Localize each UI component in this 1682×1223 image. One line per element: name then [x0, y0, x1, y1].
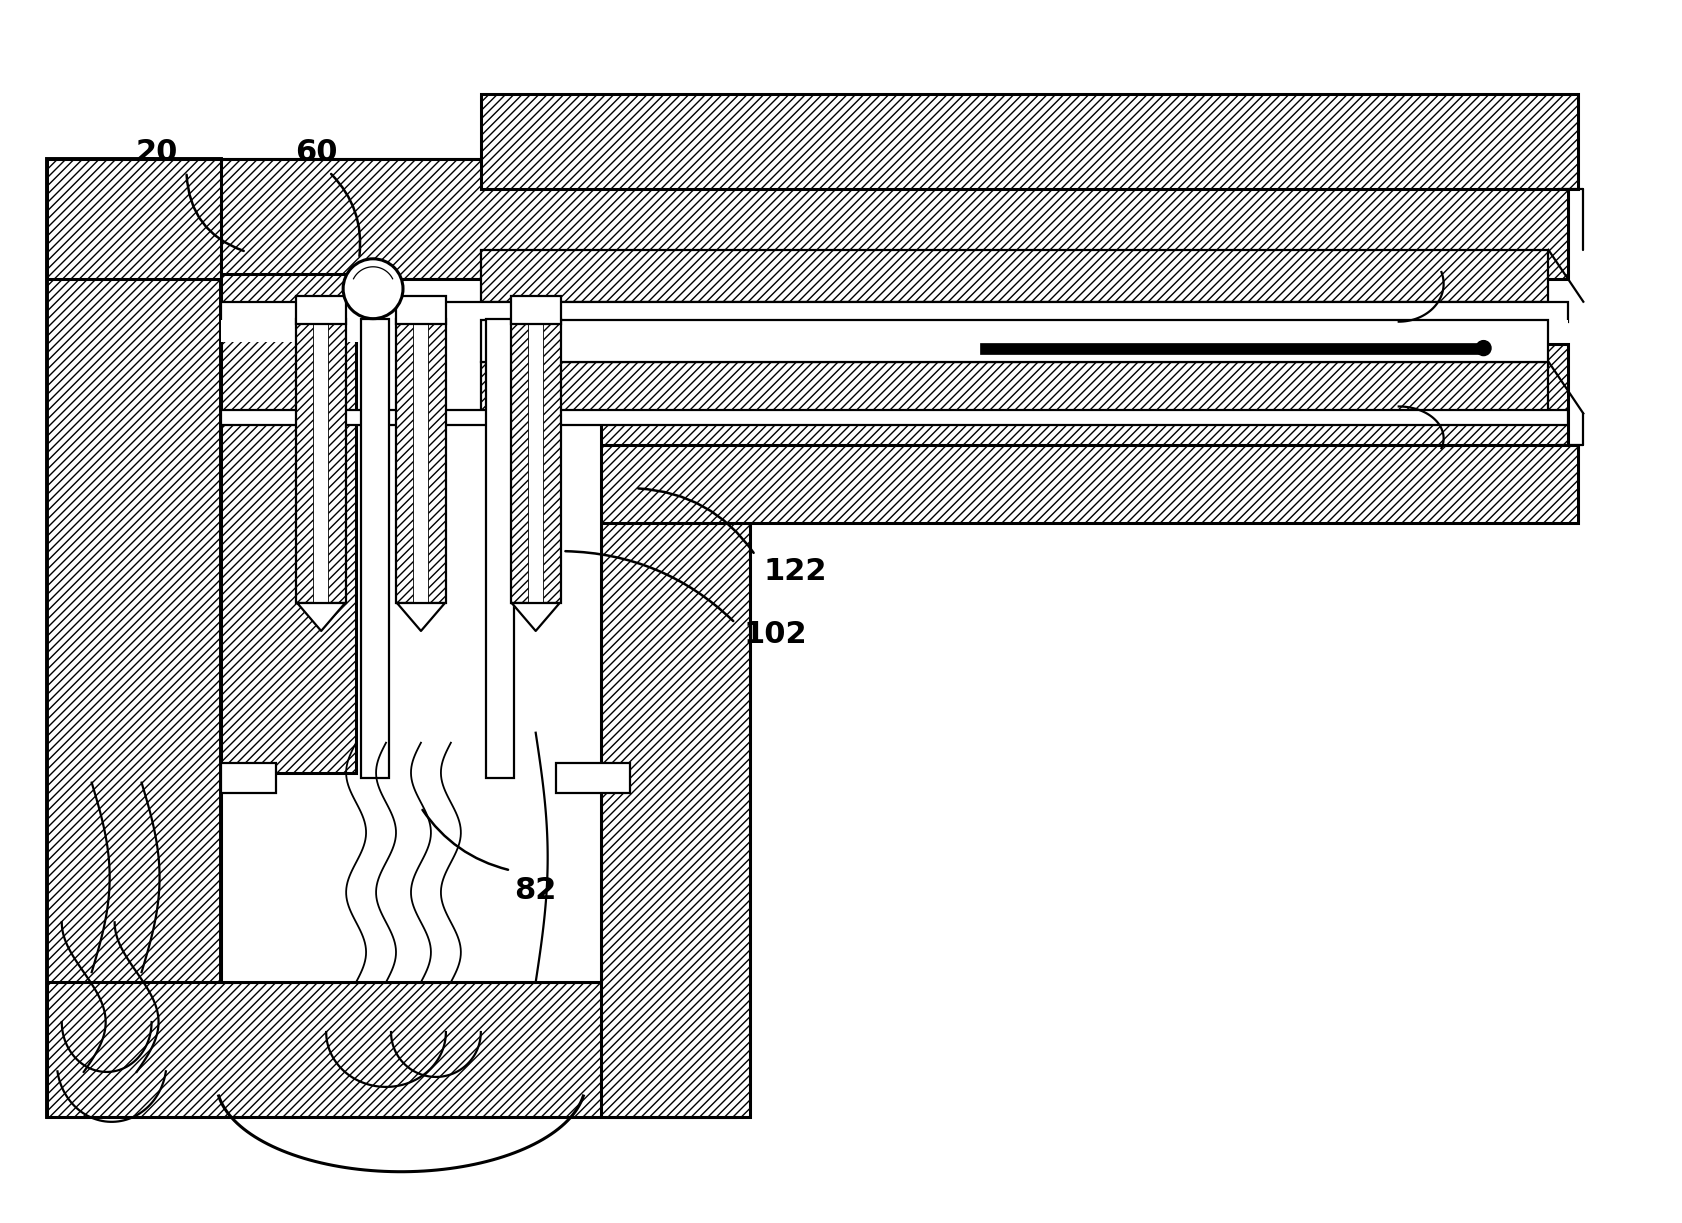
Circle shape	[343, 259, 402, 319]
Bar	[395, 296, 446, 324]
Bar	[362, 319, 389, 778]
Bar	[979, 342, 1478, 353]
Bar	[222, 302, 1568, 322]
Bar	[222, 344, 1568, 449]
Bar	[47, 159, 222, 1117]
Bar	[47, 159, 659, 279]
Bar	[47, 982, 735, 1117]
Bar	[222, 274, 357, 773]
Text: 122: 122	[764, 556, 826, 586]
Bar	[481, 362, 1547, 413]
Bar	[481, 319, 1547, 362]
Bar	[395, 319, 446, 603]
Bar	[555, 763, 631, 793]
Bar	[222, 763, 276, 793]
Polygon shape	[298, 603, 345, 631]
Bar	[222, 319, 1568, 341]
Text: 82: 82	[515, 876, 557, 905]
Bar	[222, 279, 600, 982]
Bar	[528, 319, 542, 603]
Text: 20: 20	[135, 137, 178, 166]
Bar	[481, 249, 1547, 302]
Bar	[510, 296, 560, 324]
Polygon shape	[397, 603, 444, 631]
Bar	[481, 94, 1578, 190]
Polygon shape	[511, 603, 560, 631]
Bar	[600, 308, 750, 1117]
Bar	[222, 411, 1568, 426]
Bar	[296, 319, 346, 603]
Text: 102: 102	[743, 620, 806, 649]
Bar	[296, 296, 346, 324]
Bar	[486, 319, 513, 778]
Bar	[313, 319, 328, 603]
Bar	[412, 319, 427, 603]
Circle shape	[1475, 341, 1490, 356]
Text: 60: 60	[294, 137, 338, 166]
Bar	[481, 445, 1578, 523]
Bar	[222, 159, 1568, 279]
Bar	[510, 319, 560, 603]
